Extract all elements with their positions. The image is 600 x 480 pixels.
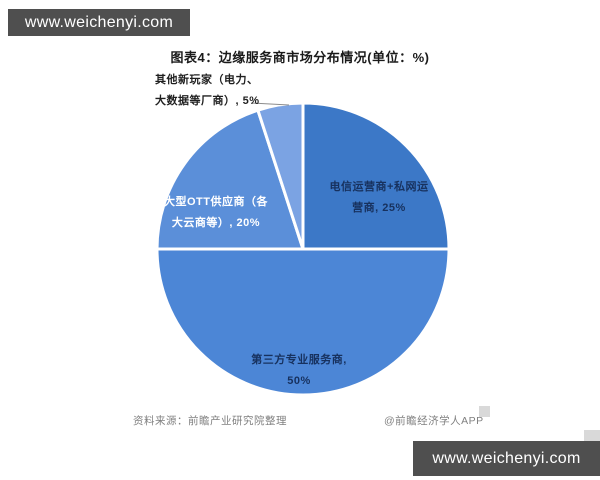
slice-label-new-players-line1: 其他新玩家（电力、 — [155, 74, 259, 86]
slice-label-telecom-line2: 营商, 25% — [352, 202, 406, 214]
chart-title: 图表4：边缘服务商市场分布情况(单位：%) — [170, 50, 430, 65]
pie-slice-third-party — [155, 247, 451, 397]
slice-label-third-party-line2: 50% — [287, 375, 311, 387]
slice-label-new-players: 其他新玩家（电力、 大数据等厂商）, 5% — [155, 70, 260, 112]
slice-label-third-party-line1: 第三方专业服务商, — [251, 354, 347, 366]
watermark-banner-bottom: www.weichenyi.com — [413, 441, 600, 476]
slice-label-ott-line1: 大型OTT供应商（各 — [164, 196, 268, 208]
pie-slice-ott — [155, 108, 305, 251]
credit-note: @前瞻经济学人APP — [384, 415, 484, 427]
slice-label-ott: 大型OTT供应商（各 大云商等）, 20% — [164, 192, 268, 234]
data-source-note: 资料来源：前瞻产业研究院整理 — [133, 415, 287, 427]
slice-label-third-party: 第三方专业服务商, 50% — [251, 350, 347, 392]
slice-label-new-players-line2: 大数据等厂商）, 5% — [155, 95, 260, 107]
label-leader-line — [250, 102, 290, 106]
slice-label-telecom: 电信运营商+私网运 营商, 25% — [330, 177, 429, 219]
slice-label-telecom-line1: 电信运营商+私网运 — [329, 181, 429, 193]
watermark-banner-top: www.weichenyi.com — [8, 9, 190, 36]
slice-label-ott-line2: 大云商等）, 20% — [171, 217, 261, 229]
pie-slices — [155, 101, 451, 397]
watermark-fragment — [479, 406, 490, 417]
watermark-fragment — [584, 430, 600, 441]
pie-slice-telecom — [301, 101, 451, 251]
